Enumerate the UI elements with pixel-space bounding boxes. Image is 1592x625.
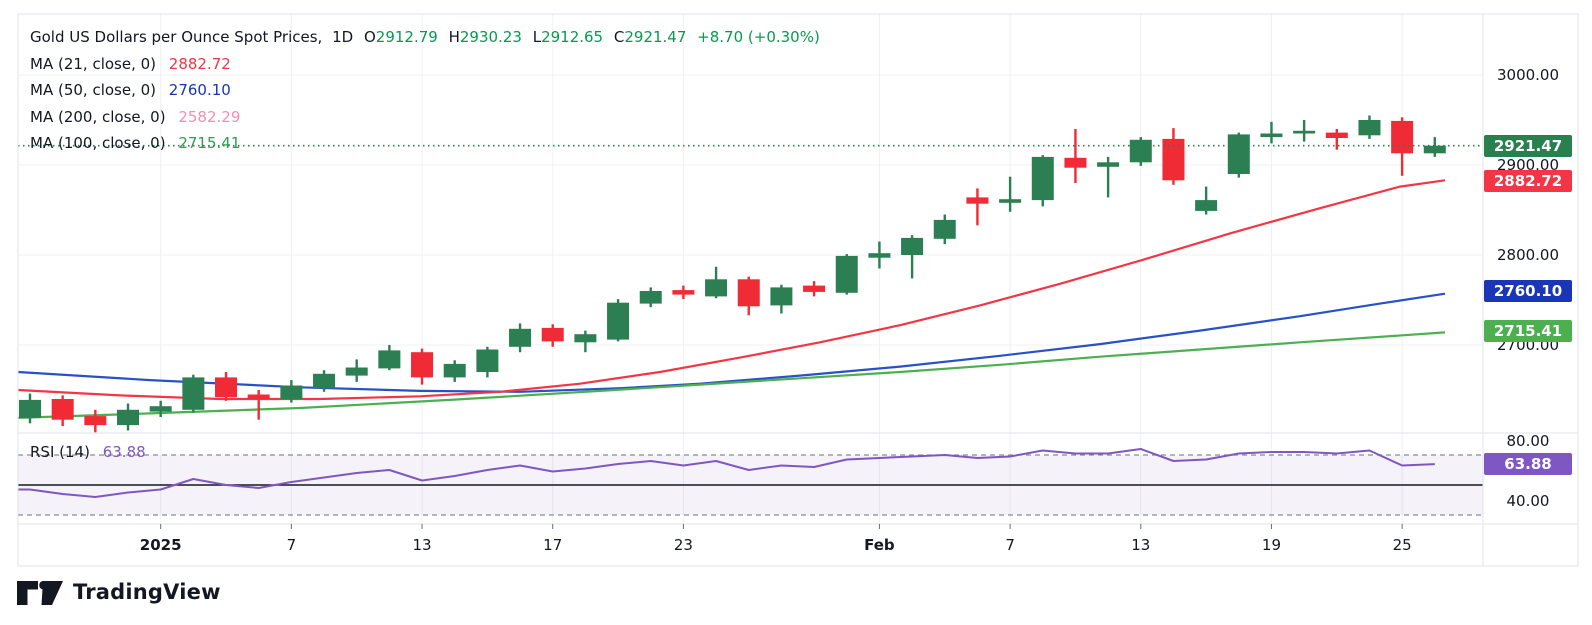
candle-body — [541, 327, 564, 342]
candle-body — [215, 377, 238, 398]
rsi-value: 63.88 — [102, 443, 146, 461]
candle-body — [509, 328, 532, 347]
candle-body — [345, 367, 368, 376]
rsi-axis-label-80[interactable]: 80.00 — [1506, 432, 1550, 450]
candle-body — [149, 406, 172, 412]
candle-body — [19, 399, 41, 418]
candle-body — [1031, 156, 1054, 201]
timeframe[interactable]: 1D — [332, 28, 354, 46]
time-tick-label: 19 — [1261, 536, 1281, 554]
candle-body — [1423, 145, 1446, 154]
ohlc-change: +8.70 (+0.30%) — [697, 28, 820, 46]
rsi-axis-label-40[interactable]: 40.00 — [1506, 492, 1550, 510]
candle-body — [868, 253, 891, 258]
time-tick-label: 25 — [1392, 536, 1412, 554]
ma50-legend-row[interactable]: MA (50, close, 0) 2760.10 — [30, 77, 820, 104]
candle-body — [1358, 120, 1381, 136]
symbol-title-row[interactable]: Gold US Dollars per Ounce Spot Prices, 1… — [30, 24, 820, 51]
tradingview-logo-text: TradingView — [73, 580, 221, 604]
candle-body — [84, 416, 107, 426]
last-price-badge: 2921.47 — [1484, 135, 1572, 157]
candle-body — [607, 302, 630, 340]
ma21-price-badge: 2882.72 — [1484, 170, 1572, 192]
ma100-legend-row[interactable]: MA (100, close, 0) 2715.41 — [30, 130, 820, 157]
rsi-line — [18, 448, 1435, 498]
candle-body — [639, 291, 662, 304]
time-tick-label: 17 — [543, 536, 563, 554]
candle-body — [182, 377, 205, 410]
time-tick-label: 7 — [286, 536, 297, 554]
ohlc-low: L2912.65 — [532, 28, 604, 46]
ma100-price-badge: 2715.41 — [1484, 320, 1572, 342]
time-tick-label: 7 — [1005, 536, 1015, 554]
candle-body — [1293, 130, 1316, 134]
candle-body — [999, 199, 1022, 203]
tradingview-logo-icon — [17, 580, 63, 605]
ma100-value: 2715.41 — [178, 134, 241, 152]
ma50-line — [17, 292, 1446, 393]
candle-body — [672, 290, 695, 295]
legend: Gold US Dollars per Ounce Spot Prices, 1… — [30, 24, 820, 157]
rsi-legend-row[interactable]: RSI (14) 63.88 — [30, 443, 146, 461]
time-tick-label: 2025 — [139, 536, 182, 554]
candle-body — [1162, 138, 1185, 181]
ohlc-open: O2912.79 — [363, 28, 438, 46]
candle-body — [1129, 139, 1152, 163]
candle-body — [443, 363, 466, 378]
candle-body — [378, 350, 401, 369]
candle-body — [411, 352, 434, 378]
candle-body — [737, 279, 760, 307]
candle-body — [1325, 132, 1348, 138]
ma21-line — [17, 179, 1446, 401]
price-axis-label-3000[interactable]: 3000.00 — [1496, 66, 1560, 84]
tradingview-logo[interactable]: TradingView — [16, 577, 221, 607]
chart-frame — [17, 13, 1579, 567]
ma100-line — [17, 331, 1446, 419]
candle-body — [1391, 120, 1414, 154]
candle-body — [117, 409, 140, 426]
candle-body — [705, 279, 728, 297]
candle-body — [51, 399, 74, 420]
ohlc-close: C2921.47 — [613, 28, 687, 46]
candle-body — [574, 334, 597, 343]
ma50-value: 2760.10 — [168, 81, 231, 99]
time-tick-label: 23 — [673, 536, 693, 554]
ma21-value: 2882.72 — [168, 54, 231, 73]
time-tick-label: 13 — [1131, 536, 1151, 554]
time-tick-label: Feb — [864, 536, 895, 554]
candle-body — [835, 255, 858, 293]
candle-body — [901, 237, 924, 255]
candle-body — [280, 385, 303, 399]
price-axis-label-2900[interactable]: 2900.00 — [1496, 156, 1560, 174]
rsi-value-badge: 63.88 — [1484, 453, 1572, 475]
candle-body — [1195, 200, 1218, 211]
ma200-label: MA (200, close, 0) — [30, 107, 166, 126]
candle-body — [476, 349, 499, 372]
ma200-value: 2582.29 — [178, 107, 241, 126]
ma21-label: MA (21, close, 0) — [30, 54, 157, 73]
candle-body — [313, 373, 336, 389]
ma50-label: MA (50, close, 0) — [30, 81, 157, 99]
candle-body — [1064, 157, 1087, 168]
price-axis-label-2800[interactable]: 2800.00 — [1496, 246, 1560, 264]
ohlc-high: H2930.23 — [448, 28, 522, 46]
candle-body — [770, 287, 793, 306]
time-tick-label: 13 — [412, 536, 432, 554]
ma200-legend-row[interactable]: MA (200, close, 0) 2582.29 — [30, 104, 820, 131]
ma21-legend-row[interactable]: MA (21, close, 0) 2882.72 — [30, 51, 820, 78]
candle-body — [1227, 134, 1250, 174]
symbol-title: Gold US Dollars per Ounce Spot Prices, — [30, 28, 323, 46]
candle-body — [1260, 133, 1283, 138]
rsi-label: RSI (14) — [30, 443, 90, 461]
candle-body — [933, 219, 956, 239]
candle-body — [803, 285, 826, 292]
candle-body — [966, 197, 989, 204]
candle-body — [1097, 162, 1120, 167]
ma100-label: MA (100, close, 0) — [30, 134, 166, 152]
candle-body — [247, 394, 270, 399]
ma50-price-badge: 2760.10 — [1484, 280, 1572, 302]
